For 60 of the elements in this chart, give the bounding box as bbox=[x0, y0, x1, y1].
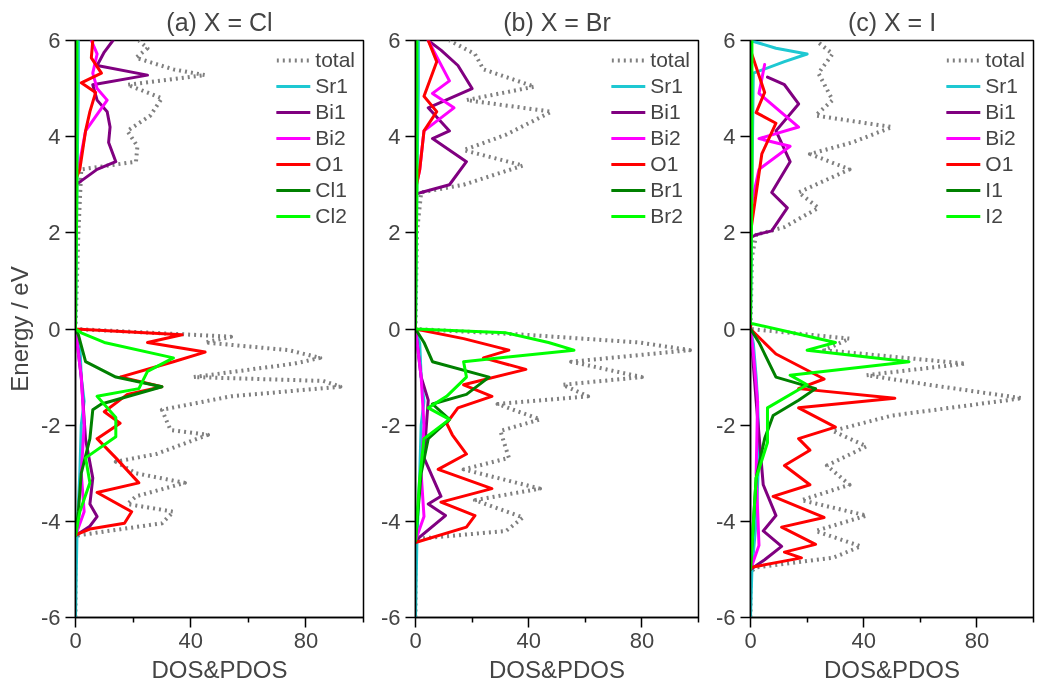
legend-label: I1 bbox=[985, 178, 1004, 202]
y-tick-label: 0 bbox=[48, 316, 61, 342]
legend-label: Sr1 bbox=[985, 74, 1018, 98]
y-tick-label: 6 bbox=[388, 28, 401, 53]
line-series bbox=[415, 40, 576, 543]
y-tick-label: -2 bbox=[715, 412, 736, 438]
y-tick-label: 6 bbox=[48, 28, 61, 53]
y-tick-label: 0 bbox=[388, 316, 401, 342]
legend-label: Cl2 bbox=[315, 204, 347, 228]
x-tick-label: 40 bbox=[516, 627, 541, 653]
legend-label: O1 bbox=[315, 152, 344, 176]
y-tick-label: 0 bbox=[723, 316, 736, 342]
y-tick-label: -6 bbox=[40, 605, 61, 630]
x-tick-label: 40 bbox=[178, 627, 203, 653]
y-tick-label: -4 bbox=[380, 508, 401, 534]
legend-label: Bi2 bbox=[650, 126, 681, 150]
legend-label: Sr1 bbox=[315, 74, 348, 98]
chart-title: (b) X = Br bbox=[503, 7, 611, 36]
y-tick-label: -4 bbox=[40, 508, 61, 534]
y-tick-label: -2 bbox=[40, 412, 61, 438]
line-series bbox=[75, 40, 175, 538]
x-tick-label: 0 bbox=[69, 627, 82, 653]
legend-label: Bi1 bbox=[650, 100, 681, 124]
x-axis-title: DOS&PDOS bbox=[151, 655, 288, 683]
legend-label: Bi1 bbox=[985, 100, 1016, 124]
legend-label: I2 bbox=[985, 204, 1004, 228]
legend-label: total bbox=[650, 48, 690, 72]
x-axis-title: DOS&PDOS bbox=[823, 655, 961, 683]
y-tick-label: 2 bbox=[48, 220, 61, 246]
y-tick-label: 6 bbox=[723, 28, 736, 53]
y-tick-label: 4 bbox=[48, 124, 61, 150]
legend-label: Sr1 bbox=[650, 74, 683, 98]
y-axis-title: Energy / eV bbox=[5, 266, 33, 392]
x-tick-label: 80 bbox=[293, 627, 319, 653]
chart-title: (a) X = Cl bbox=[166, 7, 273, 36]
legend-label: Bi1 bbox=[315, 100, 346, 124]
y-tick-label: 4 bbox=[723, 124, 736, 150]
y-tick-label: -2 bbox=[380, 412, 401, 438]
y-tick-label: -6 bbox=[715, 605, 736, 630]
y-tick-label: 4 bbox=[388, 124, 401, 150]
legend-label: Cl1 bbox=[315, 178, 347, 202]
legend-label: Br2 bbox=[650, 204, 683, 228]
legend-label: Bi2 bbox=[985, 126, 1016, 150]
legend-label: O1 bbox=[650, 152, 679, 176]
y-tick-label: -4 bbox=[715, 508, 736, 534]
y-tick-label: 2 bbox=[388, 220, 401, 246]
x-tick-label: 40 bbox=[851, 627, 876, 653]
chart-title: (c) X = I bbox=[847, 7, 937, 36]
legend-label: O1 bbox=[985, 152, 1014, 176]
legend-label: Br1 bbox=[650, 178, 683, 202]
x-tick-label: 80 bbox=[629, 627, 655, 653]
x-axis-title: DOS&PDOS bbox=[488, 655, 626, 683]
x-tick-label: 80 bbox=[964, 627, 990, 653]
y-tick-label: -6 bbox=[380, 605, 401, 630]
legend-label: Bi2 bbox=[315, 126, 346, 150]
y-tick-label: 2 bbox=[723, 220, 736, 246]
x-tick-label: 0 bbox=[409, 627, 422, 653]
legend-label: total bbox=[985, 48, 1025, 72]
legend-label: total bbox=[315, 48, 355, 72]
x-tick-label: 0 bbox=[744, 627, 757, 653]
